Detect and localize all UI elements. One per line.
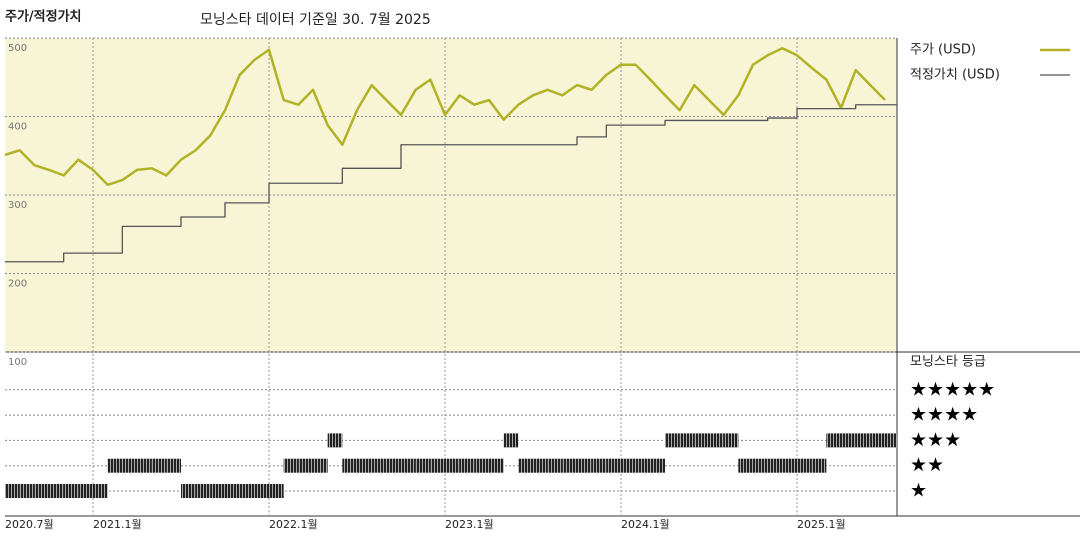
rating-bar [63, 484, 79, 498]
rating-bar [313, 458, 328, 473]
rating-bar [606, 458, 621, 473]
rating-bar [210, 484, 225, 498]
rating-bar [723, 433, 739, 448]
rating-bar [650, 458, 665, 473]
rating-bar [782, 458, 797, 473]
rating-level-label: ★★ [910, 454, 944, 476]
rating-bar [621, 458, 636, 473]
rating-level-label: ★ [910, 480, 927, 502]
rating-bar [547, 458, 563, 473]
x-tick-label: 2021.1월 [93, 518, 142, 531]
rating-bar [401, 458, 416, 473]
rating-bar [591, 458, 607, 473]
rating-bar [855, 433, 871, 448]
legend-label: 주가 (USD) [910, 43, 976, 58]
rating-bar [474, 458, 489, 473]
rating-bar [797, 458, 812, 473]
rating-bar [386, 458, 401, 473]
legend-label: 적정가치 (USD) [910, 68, 1000, 83]
rating-bar [19, 484, 35, 498]
x-tick-label: 2023.1월 [445, 518, 494, 531]
rating-bar [283, 458, 299, 473]
rating-bar [767, 458, 783, 473]
rating-bar [298, 458, 313, 473]
rating-bar [78, 484, 93, 498]
y-tick-label: 100 [8, 357, 27, 368]
x-tick-label: 2025.1월 [797, 518, 846, 531]
ratings-title: 모닝스타 등급 [910, 355, 986, 370]
rating-bar [415, 458, 431, 473]
rating-bar [122, 458, 137, 473]
rating-bar [254, 484, 269, 498]
rating-bar [34, 484, 49, 498]
rating-bar [503, 433, 519, 448]
rating-bar [811, 458, 827, 473]
y-tick-label: 500 [8, 43, 27, 54]
x-tick-label: 2020.7월 [5, 518, 54, 531]
rating-bar [753, 458, 768, 473]
rating-bar [137, 458, 152, 473]
y-tick-label: 400 [8, 122, 27, 133]
rating-bar [562, 458, 577, 473]
rating-bar [679, 433, 695, 448]
series-line [4, 46, 886, 187]
rating-bar [430, 458, 445, 473]
rating-bar [577, 458, 592, 473]
x-tick-label: 2024.1월 [621, 518, 670, 531]
y-tick-label: 200 [8, 279, 27, 290]
rating-level-label: ★★★★ [910, 404, 978, 426]
rating-bar [885, 433, 897, 448]
rating-bar [269, 484, 284, 498]
series-line [5, 104, 897, 263]
rating-bar [49, 484, 64, 498]
rating-bar [5, 484, 20, 498]
rating-bar [371, 458, 387, 473]
chart-subtitle: 모닝스타 데이터 기준일 30. 7월 2025 [200, 12, 431, 28]
rating-bar [342, 458, 357, 473]
rating-bar [459, 458, 475, 473]
y-tick-label: 300 [8, 200, 27, 211]
rating-bar [709, 433, 724, 448]
rating-bar [166, 458, 181, 473]
rating-bar [181, 484, 196, 498]
rating-bar [151, 458, 167, 473]
rating-bar [107, 458, 123, 473]
rating-bar [533, 458, 548, 473]
rating-level-label: ★★★★★ [910, 378, 995, 400]
rating-bar [93, 484, 108, 498]
chart-title: 주가/적정가치 [5, 9, 82, 25]
rating-level-label: ★★★ [910, 429, 961, 451]
rating-bar [357, 458, 372, 473]
rating-bar [327, 433, 343, 448]
rating-bar [665, 433, 680, 448]
rating-bar [870, 433, 885, 448]
rating-bar [195, 484, 211, 498]
rating-bar [489, 458, 504, 473]
rating-bar [635, 458, 651, 473]
rating-bar [738, 458, 753, 473]
rating-bar [826, 433, 841, 448]
rating-bar [445, 458, 460, 473]
rating-bar [239, 484, 255, 498]
rating-bar [225, 484, 240, 498]
rating-bar [518, 458, 533, 473]
rating-bar [841, 433, 856, 448]
x-tick-label: 2022.1월 [269, 518, 318, 531]
rating-bar [694, 433, 709, 448]
